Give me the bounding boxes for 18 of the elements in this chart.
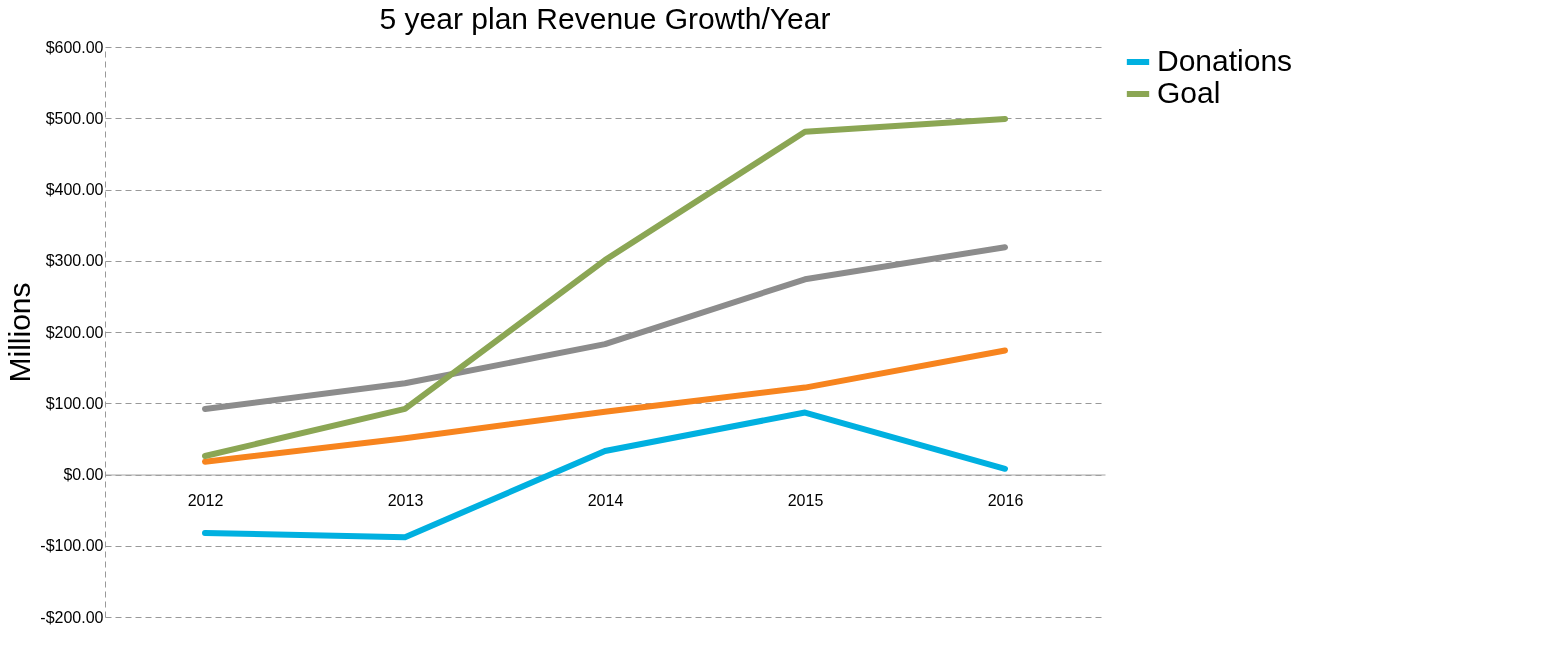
x-tick-label: 2015 bbox=[787, 492, 824, 509]
y-tick-label: $600.00 bbox=[45, 38, 104, 56]
y-tick-label: $500.00 bbox=[45, 109, 104, 127]
y-tick-label: -$100.00 bbox=[40, 537, 104, 555]
y-tick-label: -$200.00 bbox=[40, 608, 104, 626]
x-tick-label: 2013 bbox=[387, 492, 424, 509]
chart-title: 5 year plan Revenue Growth/Year bbox=[379, 2, 831, 35]
x-tick-label: 2012 bbox=[187, 492, 224, 509]
y-tick-label: $400.00 bbox=[45, 181, 104, 198]
y-axis-title: Millions bbox=[3, 282, 37, 383]
legend-label: Donations bbox=[1157, 44, 1293, 77]
y-tick-label: $300.00 bbox=[45, 252, 104, 270]
y-tick-label: $200.00 bbox=[45, 323, 104, 341]
y-tick-label: $0.00 bbox=[63, 466, 104, 483]
y-tick-label: $100.00 bbox=[45, 394, 104, 412]
legend-label: Goal bbox=[1157, 76, 1221, 109]
x-tick-label: 2014 bbox=[587, 492, 624, 509]
x-tick-label: 2016 bbox=[987, 492, 1024, 509]
